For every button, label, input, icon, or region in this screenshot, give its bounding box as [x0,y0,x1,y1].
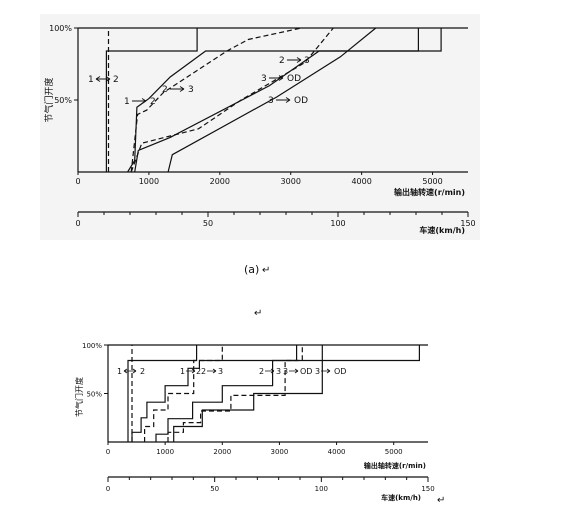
chart-a-ann-6-arrow [276,97,291,103]
x-tick-label: 2000 [210,177,230,186]
x2-tick-label: 100 [330,219,345,228]
x2-tick-label: 150 [460,219,475,228]
chart-b-xlabel: 输出轴转速(r/min) [364,461,426,470]
chart-a-ann-3-left: 2 [162,85,168,95]
series-line-4 [130,27,302,173]
chart-b-ann-3-left: 2 [201,367,206,376]
chart-b: 50%100% 0 1000 2000 3000 4000 5000 节气门开度 输出轴转… [74,342,435,502]
y-tick-label: 50% [86,391,102,399]
chart-b-ann-6-arrow [321,368,331,374]
y-tick-label: 100% [82,342,102,350]
chart-a-x2-ticks: 0 50 100 150 [75,212,476,228]
series-line-4 [144,345,223,442]
series-line-6 [130,27,334,173]
x2-tick-label: 0 [106,485,110,493]
series-line-6 [167,345,303,442]
chart-b-y-ticks: 50% 100% [82,342,108,399]
chart-a-ann-1-arrow [95,76,111,82]
series-line-1 [105,28,198,172]
chart-a-ann-2-left: 1 [124,97,130,107]
paragraph-mark-3: ↵ [437,495,445,506]
chart-b-ann-1-left: 1 [117,367,122,376]
chart-a-ann-1-right: 2 [113,75,119,85]
x-tick-label: 5000 [422,177,442,186]
chart-b-ann-6-left: 3 [315,367,320,376]
chart-a-ann-6-left: 3 [268,96,274,106]
x2-tick-label: 50 [210,485,219,493]
series-line-5 [134,28,442,173]
chart-b-ann-4-right: 3 [276,367,281,376]
x2-tick-label: 150 [421,485,434,493]
chart-b-ann-2-left: 1 [180,367,185,376]
chart-b-ann-3-right: 3 [218,367,223,376]
chart-b-ann-2-right: 2 [196,367,201,376]
paragraph-mark-1: ↵ [262,265,270,276]
chart-b-ann-6-right: OD [334,367,346,376]
chart-a-ann-2-arrow [132,98,147,104]
x-tick-label: 4000 [351,177,371,186]
chart-a-ann-4-right: 3 [304,56,310,66]
chart-a-ann-2-right: 2 [150,97,156,107]
series-line-1 [127,345,198,442]
chart-a-ann-5-arrow [269,75,284,81]
chart-b-ylabel: 节气门开度 [74,377,84,417]
chart-a-x2label: 车速(km/h) [419,225,465,235]
series-line-7 [173,345,323,442]
chart-a-x-ticks: 0 1000 2000 3000 4000 5000 [75,172,443,186]
x-tick-label: 3000 [281,177,301,186]
x-tick-label: 0 [106,448,110,456]
chart-a-ann-5-right: OD [287,74,301,84]
y-tick-label: 50% [54,96,72,105]
chart-a-series-group [105,27,442,173]
paragraph-mark-2: ↵ [254,308,262,319]
series-line-7 [167,27,377,173]
chart-a-ann-6-right: OD [294,96,308,106]
chart-b-ann-3-arrow [207,368,217,374]
x2-tick-label: 0 [75,219,80,228]
chart-b-ann-4-arrow [265,368,275,374]
chart-a-ylabel: 节气门开度 [43,77,55,122]
chart-b-ann-1-right: 2 [140,367,145,376]
chart-b-x2label: 车速(km/h) [381,493,421,502]
x-tick-label: 3000 [271,448,289,456]
chart-b-ann-5-left: 3 [283,367,288,376]
chart-b-ann-5-right: OD [300,367,312,376]
figure-a-caption: (a) [244,263,259,276]
chart-b-x2-ticks: 0 50 100 150 [106,477,435,493]
chart-a: 50%100% 0 1000 2000 3000 4000 5000 节气门开度 输出轴转… [40,14,480,240]
chart-b-ann-2-arrow [186,368,196,374]
chart-b-ann-1-arrow [123,368,137,374]
chart-a-ann-4-arrow [287,57,302,63]
x-tick-label: 5000 [385,448,403,456]
chart-a-background [40,14,480,240]
chart-a-ann-4-left: 2 [279,56,285,66]
chart-a-ann-3-arrow [170,86,185,92]
chart-a-ann-1-left: 1 [88,75,94,85]
x-tick-label: 2000 [213,448,231,456]
chart-b-series-group [127,345,420,442]
chart-a-ann-3-right: 3 [188,85,194,95]
y-tick-label: 100% [49,24,72,33]
x-tick-label: 0 [75,177,80,186]
series-line-3 [131,345,298,442]
x2-tick-label: 50 [203,219,213,228]
x-tick-label: 1000 [156,448,174,456]
chart-b-x-ticks: 0 1000 2000 3000 4000 5000 [106,442,403,456]
chart-a-ann-5-left: 3 [261,74,267,84]
chart-a-y-ticks: 50% 100% [49,24,78,105]
x2-tick-label: 100 [315,485,328,493]
x-tick-label: 4000 [328,448,346,456]
chart-b-ann-5-arrow [289,368,299,374]
x-tick-label: 1000 [139,177,159,186]
chart-a-xlabel: 输出轴转速(r/min) [394,187,465,197]
chart-b-ann-4-left: 2 [259,367,264,376]
